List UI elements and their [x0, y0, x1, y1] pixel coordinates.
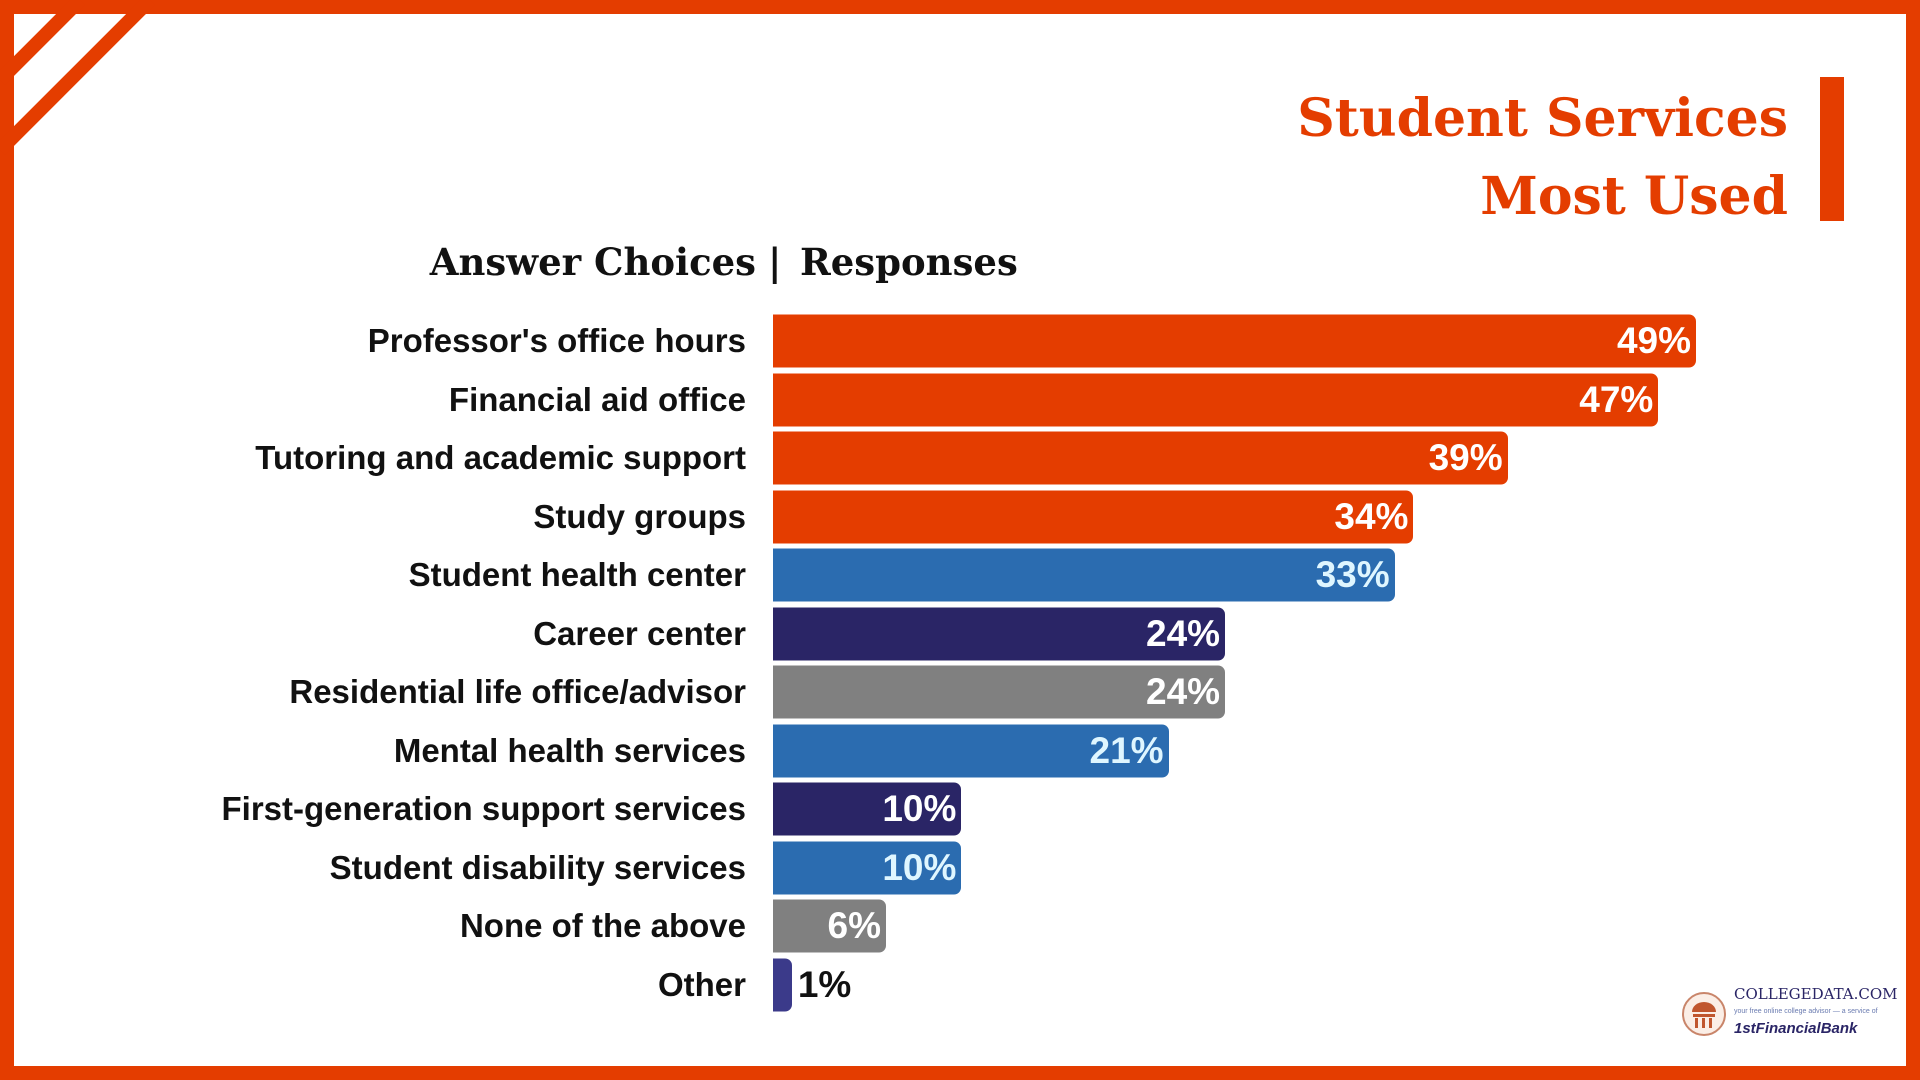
value-label: 39% [1428, 437, 1503, 478]
value-label: 24% [1146, 612, 1221, 654]
bar [773, 665, 1226, 719]
corner-stripes-decoration [0, 0, 155, 155]
category-label: Study groups [533, 497, 746, 535]
value-label: 49% [1616, 320, 1691, 361]
chart-title: Student Services Most Used [1297, 80, 1788, 236]
bar [773, 490, 1414, 543]
bar [773, 431, 1508, 485]
value-label: 21% [1089, 729, 1164, 771]
title-accent-bar [1820, 77, 1844, 221]
bar [773, 607, 1226, 660]
value-label: 34% [1334, 495, 1409, 537]
bar [773, 899, 887, 953]
bar [773, 724, 1169, 777]
category-label: Mental health services [393, 731, 746, 769]
bar [773, 841, 962, 894]
bar [773, 958, 792, 1011]
value-label: 47% [1579, 378, 1654, 420]
bar [773, 782, 962, 836]
category-label: Other [657, 965, 746, 1003]
value-label: 1% [797, 963, 852, 1005]
bar [773, 548, 1395, 602]
header-answer-choices: Answer Choices [429, 240, 756, 284]
value-label: 10% [882, 846, 957, 888]
title-line-1: Student Services [1297, 88, 1788, 149]
category-label: Career center [533, 614, 746, 652]
logo-bank: 1stFinancialBank [1734, 1020, 1858, 1037]
category-label: Student disability services [329, 848, 746, 886]
category-label: Tutoring and academic support [255, 439, 746, 476]
building-logo-icon [1682, 992, 1726, 1036]
category-label: First-generation support services [221, 790, 746, 827]
category-label: None of the above [459, 907, 746, 944]
bar [773, 314, 1696, 368]
value-label: 33% [1315, 554, 1390, 595]
category-label: Student health center [408, 556, 746, 593]
value-label: 24% [1146, 671, 1221, 712]
category-label: Professor's office hours [367, 322, 746, 359]
logo-name: COLLEGEDATA.COM [1734, 985, 1898, 1003]
header-responses: Responses [800, 240, 1018, 284]
value-label: 10% [882, 788, 957, 829]
collegedata-logo: COLLEGEDATA.COM your free online college… [1680, 984, 1898, 1046]
title-line-2: Most Used [1480, 166, 1788, 227]
category-label: Residential life office/advisor [289, 673, 746, 710]
value-label: 6% [827, 905, 882, 946]
header-separator: | [768, 240, 782, 284]
bar [773, 373, 1659, 426]
category-label: Financial aid office [448, 380, 746, 418]
logo-tagline: your free online college advisor — a ser… [1734, 1008, 1878, 1015]
